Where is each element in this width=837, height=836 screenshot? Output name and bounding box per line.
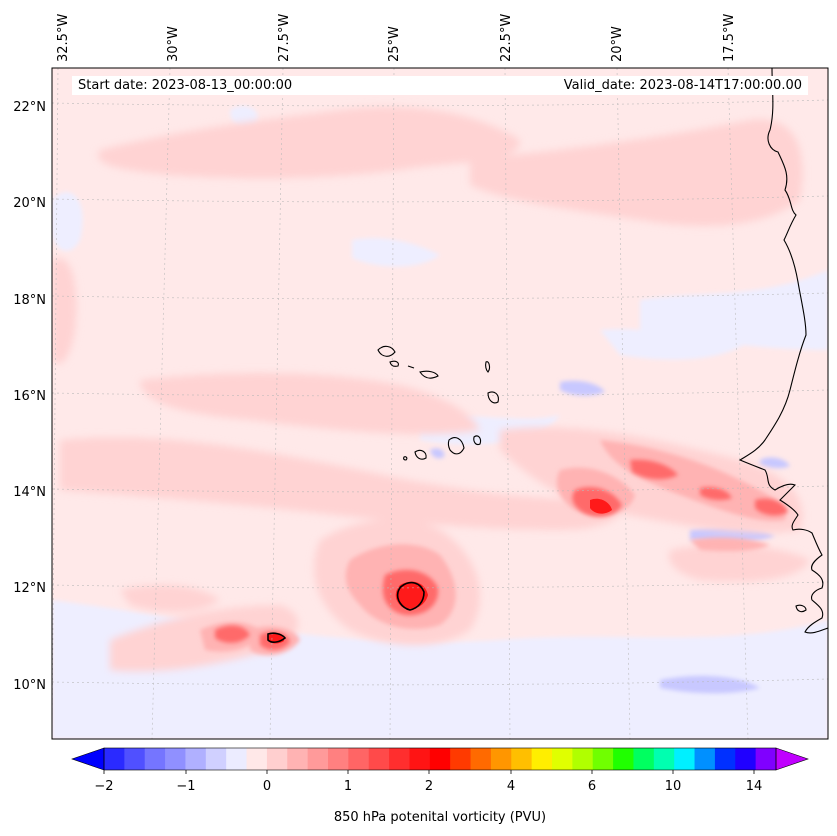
colorbar-tick-label: −2 xyxy=(94,779,113,794)
lon-label: 22.5°W xyxy=(499,14,514,62)
lon-label: 32.5°W xyxy=(56,14,71,62)
colorbar-swatch xyxy=(470,748,492,770)
colorbar-tick-label: 2 xyxy=(425,779,433,794)
colorbar-swatch xyxy=(613,748,634,770)
date-header: Start date: 2023-08-13_00:00:00 Valid_da… xyxy=(72,76,808,95)
colorbar-label: 850 hPa potenital vorticity (PVU) xyxy=(334,810,546,825)
colorbar-swatch xyxy=(307,748,329,770)
colorbar-swatch xyxy=(694,748,716,770)
lon-label: 27.5°W xyxy=(277,14,292,62)
graticule xyxy=(52,68,828,739)
colorbar-low-extension xyxy=(71,747,105,771)
colorbar-swatch xyxy=(144,748,166,770)
colorbar-frame xyxy=(103,747,777,771)
colorbar-swatch xyxy=(429,748,451,770)
colorbar-swatch xyxy=(552,748,573,770)
colorbar-swatch xyxy=(531,748,553,770)
lat-label: 12°N xyxy=(13,581,46,596)
colorbar-swatch xyxy=(592,748,614,770)
positive-pv-strong xyxy=(215,459,788,650)
colorbar-tick-label: 10 xyxy=(665,779,682,794)
colorbar-tick-label: 4 xyxy=(507,779,515,794)
lon-label: 20°W xyxy=(610,26,625,62)
colorbar-tick-label: 14 xyxy=(746,779,763,794)
map-panel xyxy=(52,68,828,739)
valid-date: Valid_date: 2023-08-14T17:00:00.00 xyxy=(563,78,802,93)
lon-label: 25°W xyxy=(387,26,402,62)
lon-label: 30°W xyxy=(166,26,181,62)
colorbar-tick-label: −1 xyxy=(176,779,195,794)
colorbar-swatch xyxy=(348,748,370,770)
lat-label: 20°N xyxy=(13,196,46,211)
cape-verde-islands xyxy=(377,345,499,461)
colorbar-tick-label: 6 xyxy=(588,779,596,794)
positive-pv-max xyxy=(268,498,612,644)
colorbar-swatch xyxy=(389,748,410,770)
colorbar-swatch xyxy=(185,748,207,770)
colorbar-swatch xyxy=(246,748,268,770)
map-frame xyxy=(51,67,829,740)
lat-label: 22°N xyxy=(13,100,46,115)
lat-label: 14°N xyxy=(13,485,46,500)
colorbar-swatch xyxy=(755,748,777,770)
lat-label: 10°N xyxy=(13,678,46,693)
colorbar-swatch xyxy=(266,748,288,770)
colorbar-tick-label: 0 xyxy=(263,779,271,794)
colorbar-swatch xyxy=(104,748,125,770)
colorbar-swatch xyxy=(205,748,227,770)
high-pv-contours xyxy=(267,581,425,643)
colorbar-swatch xyxy=(633,748,655,770)
colorbar-swatches xyxy=(104,748,777,770)
colorbar: −2 −1 0 1 2 4 6 10 14 850 hPa potenital … xyxy=(71,747,809,825)
lon-label: 17.5°W xyxy=(722,14,737,62)
colorbar-swatch xyxy=(328,748,349,770)
colorbar-swatch xyxy=(165,748,186,770)
colorbar-swatch xyxy=(674,748,696,770)
colorbar-swatch xyxy=(653,748,675,770)
colorbar-swatch xyxy=(735,748,757,770)
latitude-labels: 22°N 20°N 18°N 16°N 14°N 12°N 10°N xyxy=(13,100,46,693)
colorbar-swatch xyxy=(714,748,736,770)
colorbar-swatch xyxy=(287,748,309,770)
colorbar-swatch xyxy=(511,748,533,770)
colorbar-swatch xyxy=(409,748,431,770)
colorbar-swatch xyxy=(450,748,472,770)
start-date: Start date: 2023-08-13_00:00:00 xyxy=(78,78,293,93)
colorbar-tick-label: 1 xyxy=(344,779,352,794)
coastline xyxy=(738,68,828,634)
longitude-labels: 32.5°W 30°W 27.5°W 25°W 22.5°W 20°W 17.5… xyxy=(56,14,737,62)
colorbar-swatch xyxy=(368,748,390,770)
colorbar-high-extension xyxy=(775,747,809,771)
colorbar-swatch xyxy=(490,748,512,770)
colorbar-swatch xyxy=(226,748,248,770)
lat-label: 18°N xyxy=(13,293,46,308)
colorbar-tick-labels: −2 −1 0 1 2 4 6 10 14 xyxy=(94,779,762,794)
colorbar-ticks xyxy=(103,770,755,774)
lat-label: 16°N xyxy=(13,389,46,404)
colorbar-swatch xyxy=(572,748,594,770)
colorbar-swatch xyxy=(124,748,146,770)
